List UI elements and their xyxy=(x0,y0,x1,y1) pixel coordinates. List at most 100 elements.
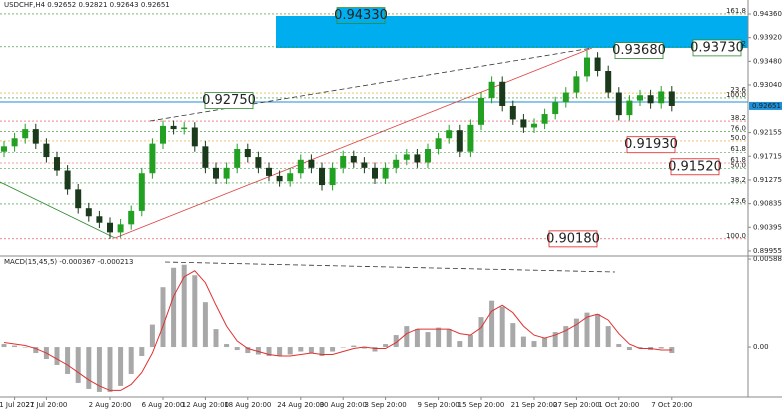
histogram-bar xyxy=(277,347,283,357)
histogram-bar xyxy=(96,347,102,392)
last-price-tag xyxy=(749,101,782,110)
histogram-bar xyxy=(298,347,304,352)
x-tick-label: 15 Sep 20:00 xyxy=(458,401,505,409)
candle-body xyxy=(594,57,601,72)
fib-label: 23.6 xyxy=(730,86,746,94)
candle-body xyxy=(255,157,262,168)
histogram-bar xyxy=(319,347,325,357)
candle-body xyxy=(117,224,124,233)
y-tick-label: 0.93920 xyxy=(753,34,782,42)
candle-body xyxy=(287,173,294,182)
candle-body xyxy=(181,127,188,130)
candle-body xyxy=(435,138,442,150)
candle-body xyxy=(329,167,336,186)
candle-body xyxy=(467,124,474,152)
annotation-label: 0.90180 xyxy=(546,231,600,246)
histogram-bar xyxy=(414,329,420,348)
histogram-bar xyxy=(255,347,261,355)
histogram-bar xyxy=(425,332,431,348)
histogram-bar xyxy=(457,341,463,348)
x-tick-label: 21 Jul 2021 xyxy=(0,401,34,409)
y-tick-label: 0.91715 xyxy=(753,152,782,160)
y-tick-label: 0.90835 xyxy=(753,200,782,208)
histogram-bar xyxy=(383,344,389,348)
annotation-label: 0.93680 xyxy=(612,43,666,58)
annotation-box xyxy=(614,42,664,59)
candle-body xyxy=(202,146,209,168)
histogram-bar xyxy=(330,347,336,352)
candle-body xyxy=(11,138,18,147)
candle-body xyxy=(75,189,82,209)
fib-label: 61.8 xyxy=(730,156,746,164)
histogram-bar xyxy=(128,347,134,374)
candle-body xyxy=(552,102,559,115)
fib-label: 38.2 xyxy=(730,176,746,184)
candle-body xyxy=(478,97,484,125)
y-tick-label: 0.00 xyxy=(753,343,769,351)
candle-body xyxy=(128,210,135,225)
candle-body xyxy=(340,156,347,168)
histogram-bar xyxy=(436,327,442,348)
annotation-box xyxy=(670,158,720,176)
histogram-bar xyxy=(542,338,548,348)
x-tick-label: 9 Sep 20:00 xyxy=(417,401,459,409)
histogram-bar xyxy=(266,347,272,357)
indicator-title: MACD(15,45,5) -0.000367 -0.000213 xyxy=(4,258,133,266)
trend-line xyxy=(0,181,116,239)
fib-label: 50.0 xyxy=(730,134,746,142)
chart-title: USDCHF,H4 0.92652 0.92821 0.92643 0.9265… xyxy=(4,1,170,9)
fib-label: 161.8 xyxy=(726,7,746,15)
y-tick-label: 0.90395 xyxy=(753,223,782,231)
candle-body xyxy=(170,125,177,130)
histogram-bar xyxy=(478,317,484,348)
histogram-bar xyxy=(139,347,145,357)
candle-body xyxy=(319,167,325,186)
histogram-bar xyxy=(308,347,314,354)
candle-body xyxy=(85,208,92,217)
histogram-bar xyxy=(160,287,166,348)
histogram-bar xyxy=(245,347,251,354)
y-tick-label: 0.005882 xyxy=(753,255,782,263)
histogram-bar xyxy=(171,267,177,348)
histogram-bar xyxy=(213,329,219,348)
histogram-bar xyxy=(658,347,664,349)
y-tick-label: 0.94360 xyxy=(753,10,782,18)
histogram-bar xyxy=(234,347,240,351)
candle-body xyxy=(456,130,463,152)
candle-body xyxy=(414,154,421,163)
candle-body xyxy=(1,146,7,152)
histogram-bar xyxy=(467,335,473,348)
x-tick-label: 27 Sep 20:00 xyxy=(553,401,600,409)
histogram-bar xyxy=(393,335,399,348)
histogram-bar xyxy=(520,336,526,348)
candle-body xyxy=(637,95,643,101)
fib-label: 100.0 xyxy=(726,91,746,99)
x-tick-label: 30 Aug 20:00 xyxy=(320,401,367,409)
candle-body xyxy=(361,162,368,168)
histogram-bar xyxy=(340,347,346,348)
histogram-bar xyxy=(573,318,579,348)
histogram-bar xyxy=(22,347,28,348)
histogram-bar xyxy=(563,326,569,348)
histogram-bar xyxy=(192,275,198,348)
annotation-label: 0.94330 xyxy=(334,8,388,23)
histogram-bar xyxy=(118,347,124,386)
divergence-line xyxy=(164,261,616,273)
candle-body xyxy=(668,91,675,106)
fib-label: 23.6 xyxy=(730,197,746,205)
last-price-label: 0.92651 xyxy=(752,102,781,110)
histogram-bar xyxy=(552,332,558,348)
fib-label: 100.0 xyxy=(726,232,746,240)
annotation-label: 0.92750 xyxy=(202,93,256,108)
candle-body xyxy=(531,123,537,128)
fib-label: 61.8 xyxy=(730,145,746,153)
y-tick-label: 0.93040 xyxy=(753,81,782,89)
candle-body xyxy=(276,175,283,182)
candle-body xyxy=(615,92,622,116)
histogram-bar xyxy=(446,329,452,348)
histogram-bar xyxy=(404,326,410,348)
candle-body xyxy=(562,92,569,103)
x-tick-label: 27 Jul 20:00 xyxy=(25,401,67,409)
candle-body xyxy=(138,173,145,211)
